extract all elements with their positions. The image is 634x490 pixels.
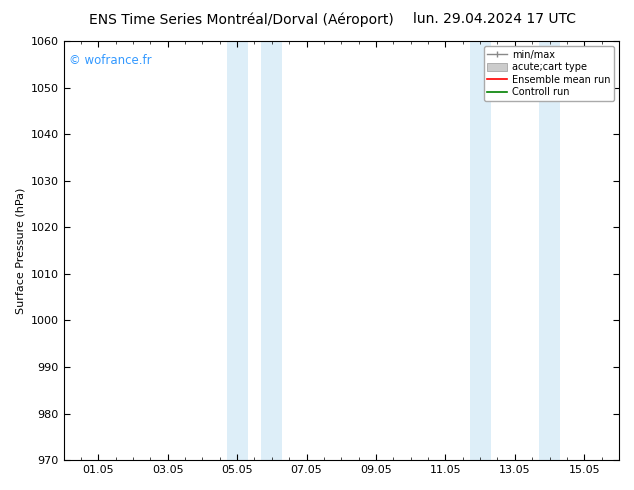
Bar: [227, 41, 247, 460]
Y-axis label: Surface Pressure (hPa): Surface Pressure (hPa): [15, 187, 25, 314]
Text: lun. 29.04.2024 17 UTC: lun. 29.04.2024 17 UTC: [413, 12, 576, 26]
Bar: [261, 41, 282, 460]
Text: ENS Time Series Montréal/Dorval (Aéroport): ENS Time Series Montréal/Dorval (Aéropor…: [89, 12, 393, 27]
Text: © wofrance.fr: © wofrance.fr: [69, 53, 152, 67]
Bar: [539, 41, 560, 460]
Legend: min/max, acute;cart type, Ensemble mean run, Controll run: min/max, acute;cart type, Ensemble mean …: [484, 46, 614, 101]
Bar: [470, 41, 491, 460]
